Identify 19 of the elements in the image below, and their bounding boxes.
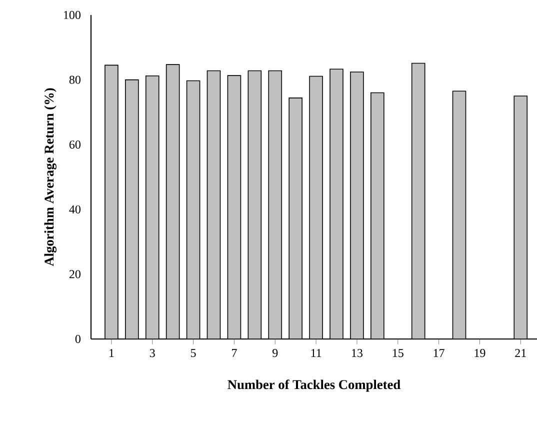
y-tick-label: 20: [69, 270, 80, 278]
y-tick-label: 40: [69, 205, 80, 214]
x-tick-label: 17: [434, 349, 444, 357]
x-tick-label: 1: [110, 349, 114, 357]
x-tick-label: 9: [272, 349, 278, 358]
x-tick-label: 7: [232, 349, 237, 357]
x-tick-label: 11: [311, 349, 322, 357]
y-tick-label: 80: [69, 76, 80, 84]
x-tick-label: 21: [515, 349, 526, 357]
x-axis-title: Number of Tackles Completed: [228, 380, 400, 392]
y-axis-title: Algorithm Average Return (%): [44, 88, 56, 266]
y-tick-label: 60: [69, 140, 80, 149]
x-tick-label: 15: [392, 349, 404, 358]
x-tick-label: 5: [190, 349, 196, 358]
x-tick-label: 3: [150, 349, 155, 358]
x-tick-label: 19: [474, 349, 486, 358]
y-tick-label: 0: [75, 334, 80, 344]
x-tick-label: 13: [352, 349, 362, 358]
y-tick-label: 100: [64, 10, 80, 20]
